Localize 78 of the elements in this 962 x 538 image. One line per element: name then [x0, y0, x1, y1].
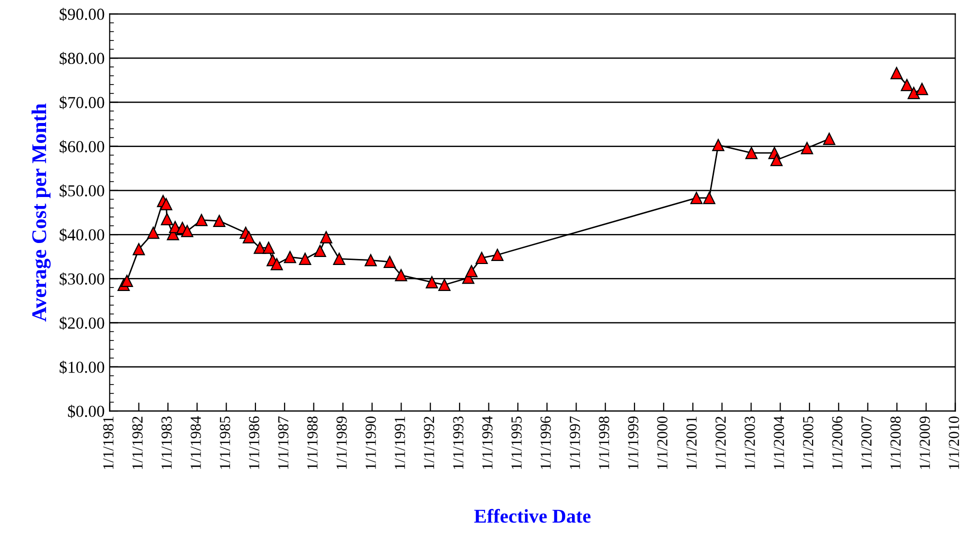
- y-tick-label: $20.00: [60, 316, 104, 330]
- x-tick-label: 1/1/1992: [424, 416, 434, 469]
- x-tick-label: 1/1/1998: [598, 416, 610, 469]
- point: [262, 242, 275, 254]
- x-tick-label: 1/1/2005: [803, 416, 814, 469]
- y-tick-label: $60.00: [60, 140, 104, 154]
- x-tick-label: 1/1/2006: [832, 416, 842, 469]
- point: [491, 248, 504, 261]
- x-tick-label: 1/1/1985: [220, 416, 230, 469]
- point: [120, 274, 134, 287]
- point: [181, 224, 194, 238]
- point: [213, 214, 226, 227]
- point: [908, 86, 920, 100]
- point: [132, 243, 145, 256]
- point: [712, 138, 724, 152]
- point: [254, 242, 266, 254]
- x-tick-label: 1/1/1989: [336, 416, 347, 469]
- x-tick-label: 1/1/2001: [686, 416, 697, 469]
- x-tick-label: 1/1/2007: [861, 416, 872, 469]
- point: [438, 278, 451, 291]
- point: [270, 258, 283, 270]
- x-tick-label: 1/1/2002: [716, 416, 726, 469]
- y-tick-label: $10.00: [60, 360, 104, 374]
- x-tick-label: 1/1/2008: [890, 416, 901, 469]
- x-tick-label: 1/1/1983: [161, 416, 172, 469]
- point: [823, 132, 836, 145]
- x-tick-label: 1/1/1996: [540, 416, 551, 469]
- x-tick-label: 1/1/1993: [453, 416, 464, 469]
- x-tick-label: 1/1/1994: [482, 416, 493, 469]
- point: [314, 244, 326, 257]
- x-tick-label: 1/1/1984: [190, 416, 201, 469]
- y-tick-label: $70.00: [60, 96, 104, 110]
- x-tick-label: 1/1/1995: [511, 416, 522, 469]
- x-tick-label: 1/1/2009: [920, 416, 930, 469]
- point: [195, 214, 208, 226]
- x-tick-label: 1/1/1986: [248, 416, 260, 469]
- point: [160, 198, 172, 210]
- point: [284, 250, 296, 264]
- point: [900, 78, 913, 92]
- x-tick-label: 1/1/1991: [394, 416, 406, 469]
- x-tick-label: 1/1/2010: [948, 416, 960, 469]
- point: [465, 265, 478, 278]
- x-tick-label: 1/1/1990: [366, 416, 376, 469]
- point: [426, 276, 438, 288]
- point: [298, 252, 312, 265]
- y-tick-label: $50.00: [60, 184, 104, 198]
- x-tick-label: 1/1/2003: [744, 416, 755, 469]
- point: [333, 252, 346, 265]
- x-tick-label: 1/1/2000: [657, 416, 668, 469]
- x-tick-label: 1/1/2004: [774, 416, 784, 469]
- y-axis-title: Average Cost per Month: [32, 104, 51, 322]
- point: [745, 146, 758, 160]
- point: [320, 231, 332, 244]
- point: [160, 213, 174, 226]
- point: [394, 269, 408, 282]
- y-tick-label: $80.00: [60, 52, 104, 66]
- point: [770, 154, 783, 166]
- point: [364, 254, 377, 266]
- y-tick-label: $30.00: [60, 272, 104, 286]
- y-tick-label: $0.00: [68, 404, 104, 418]
- point: [890, 66, 903, 80]
- point: [916, 82, 928, 96]
- point: [690, 192, 703, 204]
- point: [800, 142, 814, 154]
- x-tick-label: 1/1/1999: [628, 416, 638, 469]
- point: [703, 192, 716, 204]
- point: [242, 231, 255, 244]
- x-tick-label: 1/1/1982: [132, 416, 143, 469]
- point: [384, 256, 396, 268]
- point: [476, 252, 488, 264]
- x-tick-label: 1/1/1981: [103, 416, 114, 469]
- point: [147, 226, 160, 239]
- x-tick-label: 1/1/1997: [570, 416, 580, 469]
- x-axis-title: Effective Date: [474, 508, 591, 523]
- y-tick-label: $90.00: [60, 8, 104, 22]
- x-tick-label: 1/1/1987: [278, 416, 288, 469]
- x-tick-label: 1/1/1988: [307, 416, 318, 469]
- y-tick-label: $40.00: [60, 228, 104, 242]
